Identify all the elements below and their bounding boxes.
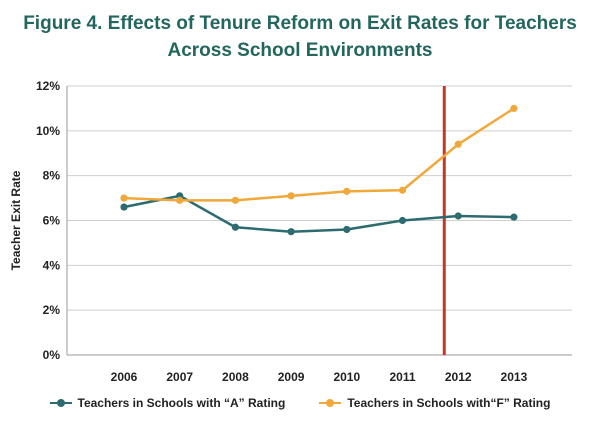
series-0-point-2009 bbox=[287, 228, 295, 236]
series-0-point-2013 bbox=[510, 213, 518, 221]
x-tick-label-2011: 2011 bbox=[389, 370, 415, 384]
series-1-point-2012 bbox=[454, 140, 462, 148]
legend-item-f-rating: Teachers in Schools with“F” Rating bbox=[319, 396, 550, 410]
series-0-point-2012 bbox=[454, 212, 462, 220]
y-tick-label-1: 2% bbox=[43, 303, 61, 317]
series-line-1 bbox=[123, 107, 515, 202]
x-tick-label-2013: 2013 bbox=[501, 370, 528, 384]
series-1-point-2013 bbox=[510, 104, 518, 113]
x-tick-label-2006: 2006 bbox=[111, 370, 138, 384]
y-axis-title: Teacher Exit Rate bbox=[9, 170, 23, 270]
chart-title: Figure 4. Effects of Tenure Reform on Ex… bbox=[0, 10, 600, 64]
y-tick-label-5: 10% bbox=[36, 124, 60, 138]
series-0-point-2008 bbox=[231, 223, 239, 231]
x-tick-label-2010: 2010 bbox=[333, 370, 360, 384]
y-tick-label-0: 0% bbox=[43, 348, 61, 362]
series-0-point-2011 bbox=[398, 216, 407, 225]
x-tick-label-2008: 2008 bbox=[222, 370, 249, 384]
series-0-point-2010 bbox=[343, 225, 351, 234]
legend-swatch-f-rating bbox=[319, 397, 342, 409]
series-1-point-2010 bbox=[343, 187, 351, 195]
x-tick-label-2009: 2009 bbox=[278, 370, 305, 384]
y-tick-label-6: 12% bbox=[36, 79, 60, 93]
legend-label-a-rating: Teachers in Schools with “A” Rating bbox=[77, 396, 286, 410]
legend-label-f-rating: Teachers in Schools with“F” Rating bbox=[347, 396, 551, 410]
y-tick-label-4: 8% bbox=[43, 169, 61, 183]
series-1-point-2006 bbox=[120, 194, 128, 202]
series-0-point-2006 bbox=[120, 203, 128, 211]
series-1-point-2009 bbox=[287, 192, 295, 200]
series-1-point-2008 bbox=[231, 196, 239, 204]
chart-title-line-1: Figure 4. Effects of Tenure Reform on Ex… bbox=[23, 13, 577, 34]
chart-legend: Teachers in Schools with “A” Rating Teac… bbox=[0, 396, 600, 410]
x-tick-label-2007: 2007 bbox=[166, 370, 193, 384]
y-tick-label-2: 4% bbox=[43, 258, 61, 272]
x-tick-label-2012: 2012 bbox=[445, 370, 472, 384]
y-tick-label-3: 6% bbox=[43, 214, 61, 228]
legend-swatch-a-rating bbox=[49, 397, 72, 409]
series-1-point-2007 bbox=[176, 196, 184, 204]
series-1-point-2011 bbox=[398, 186, 407, 194]
legend-item-a-rating: Teachers in Schools with “A” Rating bbox=[49, 396, 286, 410]
chart-title-line-2: Across School Environments bbox=[167, 40, 433, 61]
